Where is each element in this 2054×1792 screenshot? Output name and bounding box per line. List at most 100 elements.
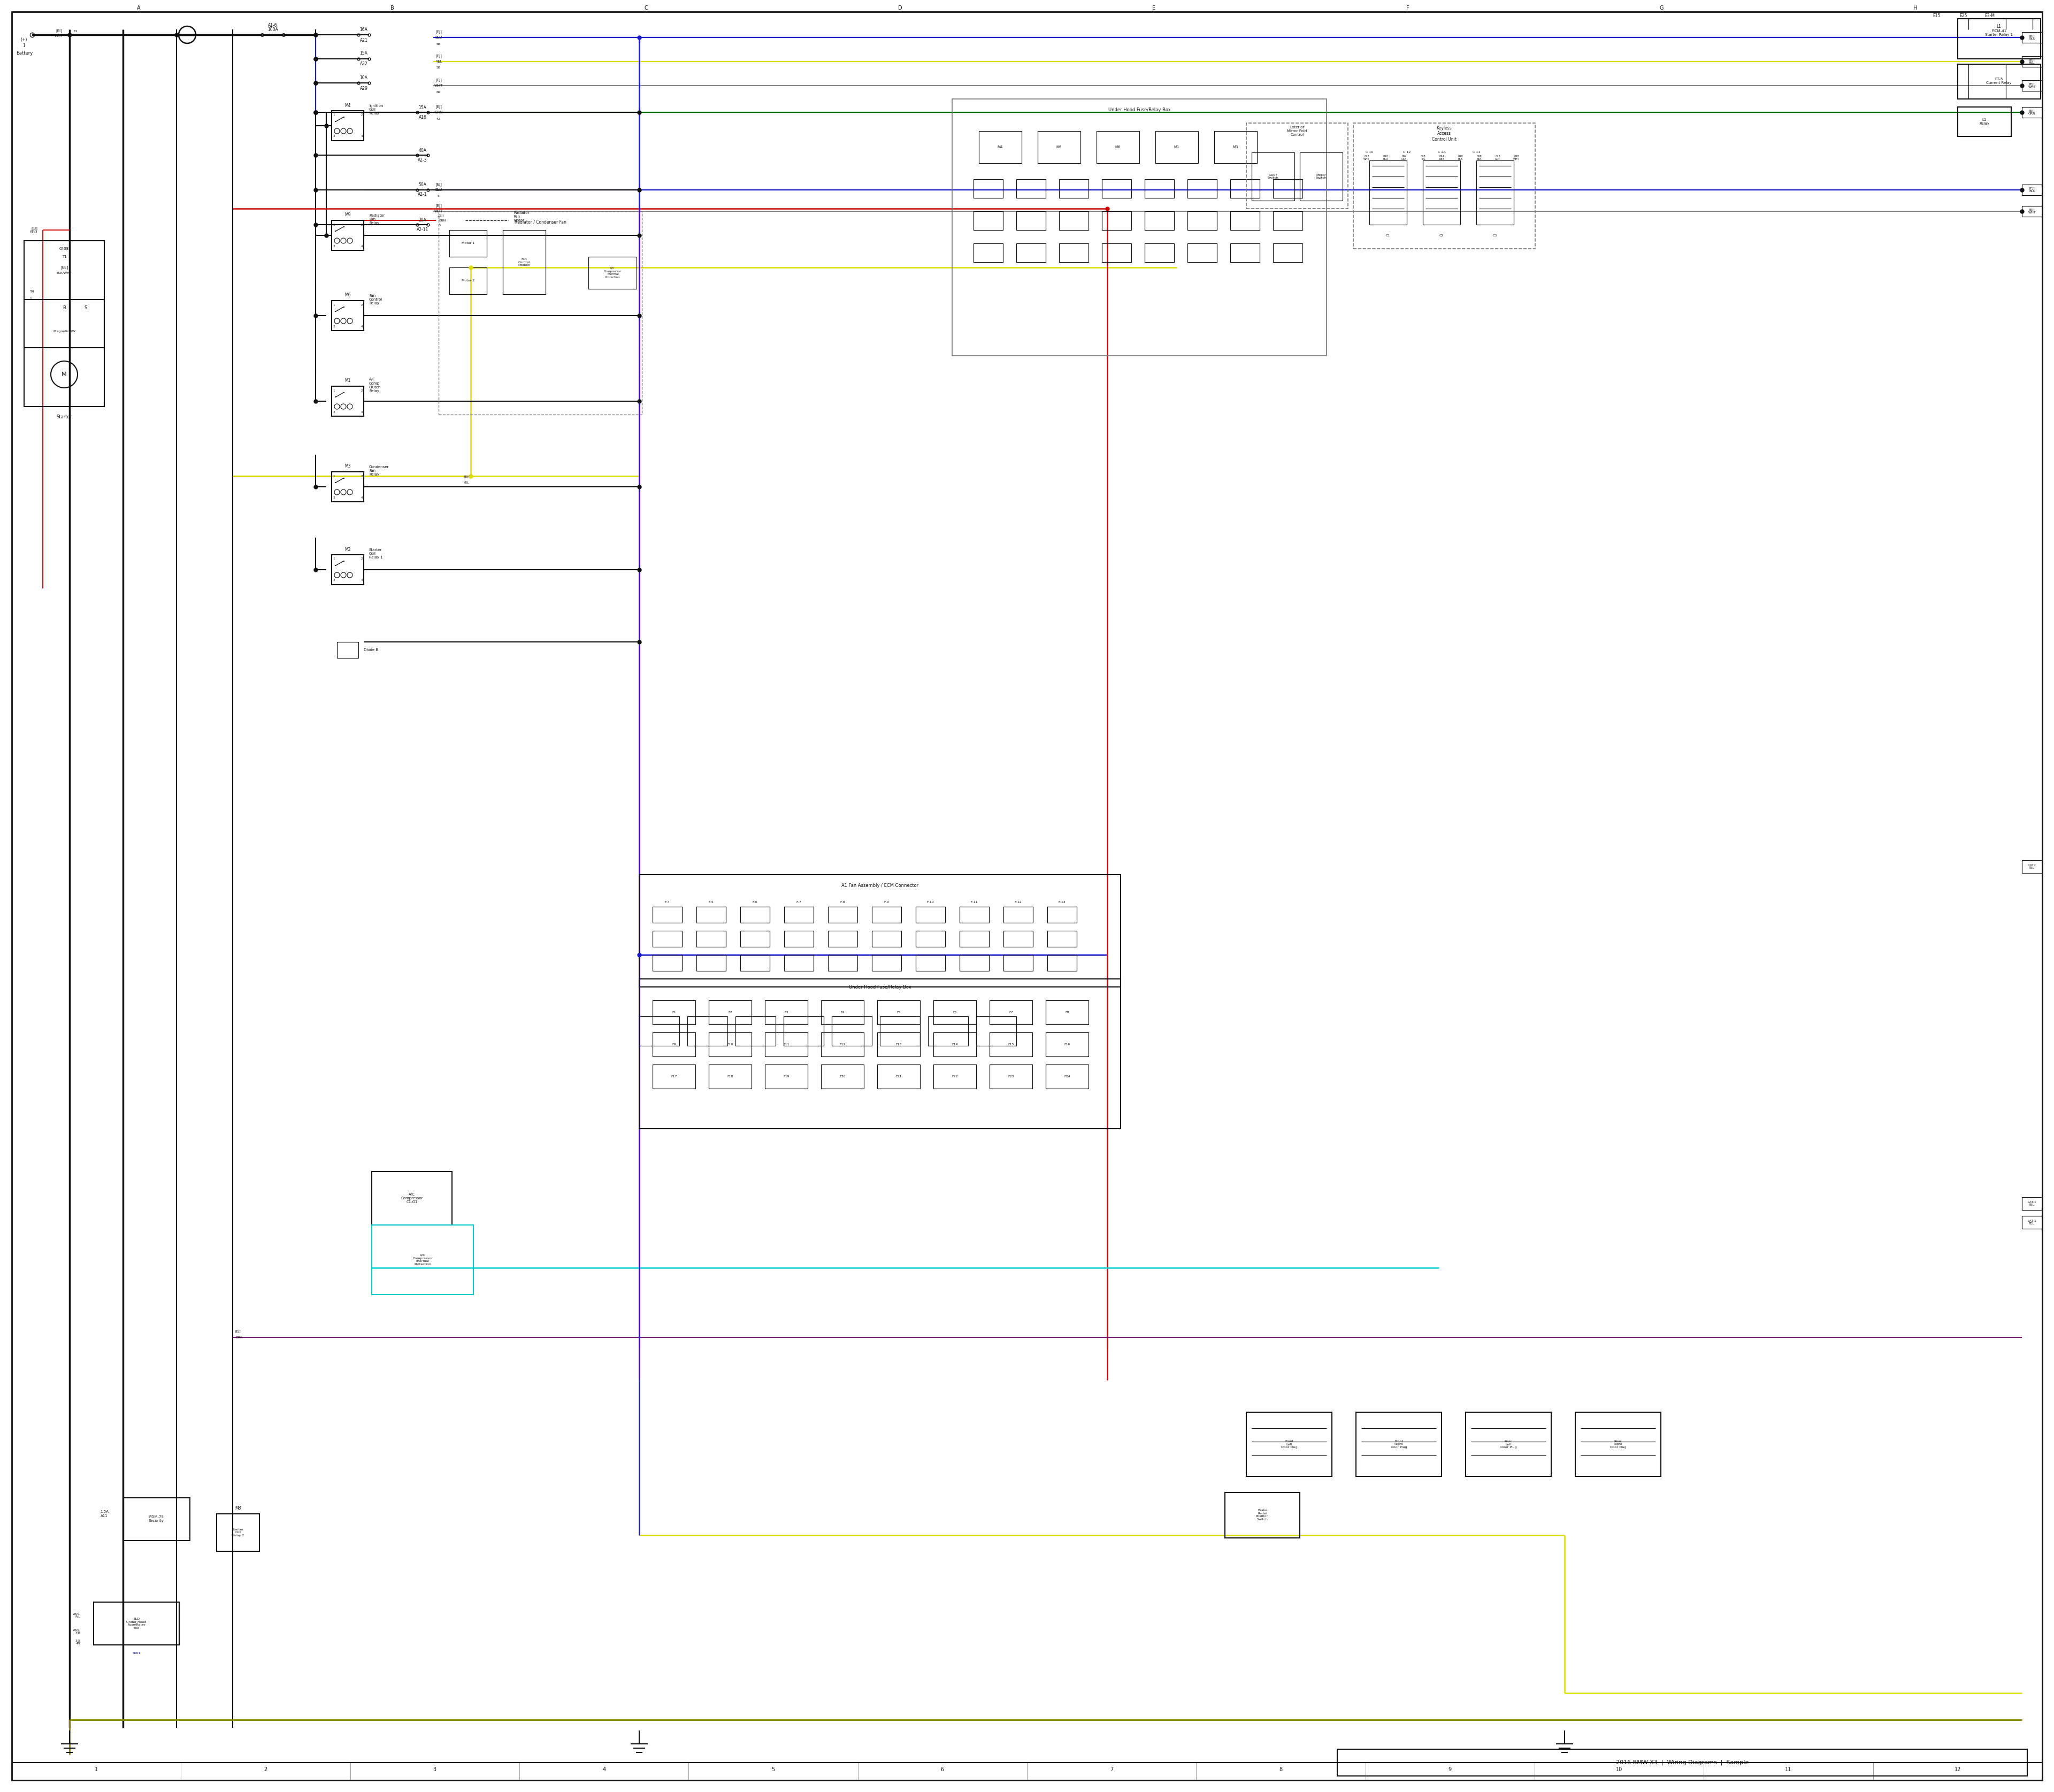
Text: S: S bbox=[84, 305, 86, 310]
Text: 5B: 5B bbox=[435, 43, 442, 45]
Bar bbox=[1187, 211, 1216, 229]
Text: Fan
Control
Module: Fan Control Module bbox=[518, 258, 530, 267]
Bar bbox=[1004, 907, 1033, 923]
Bar bbox=[653, 1032, 696, 1057]
Text: 2B/1
R-L: 2B/1 R-L bbox=[72, 1613, 80, 1618]
Bar bbox=[1144, 244, 1175, 262]
Bar bbox=[587, 256, 637, 289]
Text: GRN: GRN bbox=[435, 111, 444, 115]
Text: M1: M1 bbox=[345, 378, 351, 383]
Bar bbox=[696, 930, 725, 946]
Bar bbox=[1467, 1412, 1551, 1477]
Bar bbox=[1957, 65, 2040, 99]
Bar bbox=[953, 99, 1327, 357]
Bar bbox=[450, 267, 487, 294]
Text: BLU: BLU bbox=[435, 188, 442, 192]
Bar bbox=[372, 1226, 472, 1294]
Text: 10: 10 bbox=[1616, 1767, 1623, 1772]
Bar bbox=[639, 874, 1121, 987]
Text: Battery: Battery bbox=[16, 52, 33, 56]
Text: Radiator
Fan
Motor: Radiator Fan Motor bbox=[514, 211, 530, 222]
Text: [EJ]: [EJ] bbox=[464, 477, 470, 478]
Bar bbox=[990, 1032, 1033, 1057]
Text: 15A: 15A bbox=[359, 52, 368, 56]
Bar bbox=[785, 955, 813, 971]
Bar bbox=[764, 1032, 807, 1057]
Text: LAT-1
TEL: LAT-1 TEL bbox=[2027, 1201, 2038, 1206]
Text: F19: F19 bbox=[783, 1075, 789, 1077]
Bar bbox=[25, 299, 105, 407]
Text: [EJ]
YEL: [EJ] YEL bbox=[2029, 59, 2036, 65]
Text: M8: M8 bbox=[234, 1505, 240, 1511]
Bar bbox=[653, 930, 682, 946]
Text: F4: F4 bbox=[840, 1011, 844, 1014]
Bar bbox=[1048, 907, 1076, 923]
Text: F-10: F-10 bbox=[926, 901, 935, 903]
Text: F-7: F-7 bbox=[797, 901, 801, 903]
Text: GR07
Switch: GR07 Switch bbox=[1267, 174, 1278, 179]
Text: 0R8
BLK: 0R8 BLK bbox=[1477, 154, 1481, 161]
Bar bbox=[1060, 211, 1089, 229]
Text: F5: F5 bbox=[898, 1011, 900, 1014]
Bar bbox=[1154, 131, 1197, 163]
Text: 0R8
TEL: 0R8 TEL bbox=[1419, 154, 1425, 161]
Bar bbox=[216, 1514, 259, 1552]
Text: 9: 9 bbox=[1448, 1767, 1452, 1772]
Bar bbox=[1423, 161, 1460, 224]
Bar bbox=[1048, 955, 1076, 971]
Text: 1: 1 bbox=[23, 43, 25, 48]
Text: 11: 11 bbox=[1785, 1767, 1791, 1772]
Bar bbox=[1060, 179, 1089, 197]
Text: [EJ]: [EJ] bbox=[435, 183, 442, 186]
Text: [EJ]
WHT: [EJ] WHT bbox=[2027, 208, 2036, 215]
Text: [EJ]: [EJ] bbox=[435, 30, 442, 34]
Text: Starter: Starter bbox=[55, 414, 72, 419]
Text: LAT-1
TEL: LAT-1 TEL bbox=[2027, 1219, 2038, 1226]
Text: A/C
Comp
Clutch
Relay: A/C Comp Clutch Relay bbox=[370, 378, 382, 392]
Bar bbox=[2021, 860, 2042, 873]
Text: T1: T1 bbox=[62, 254, 66, 258]
Bar bbox=[25, 240, 105, 348]
Bar bbox=[1144, 179, 1175, 197]
Bar bbox=[764, 1064, 807, 1088]
Text: 12: 12 bbox=[1953, 1767, 1962, 1772]
Text: [EI]: [EI] bbox=[55, 29, 62, 32]
Bar bbox=[1230, 179, 1259, 197]
Text: A/C
Compressor
C1.G1: A/C Compressor C1.G1 bbox=[401, 1193, 423, 1204]
Text: A/C
Compressor
Thermal
Protection: A/C Compressor Thermal Protection bbox=[604, 267, 620, 280]
Bar bbox=[828, 907, 857, 923]
Bar bbox=[1097, 131, 1140, 163]
Text: BLU: BLU bbox=[435, 36, 442, 39]
Text: 0R4
REX: 0R4 REX bbox=[1440, 154, 1444, 161]
Bar bbox=[2021, 56, 2042, 66]
Text: M1: M1 bbox=[1175, 145, 1179, 149]
Bar bbox=[440, 211, 641, 414]
Bar bbox=[1230, 211, 1259, 229]
Bar bbox=[331, 111, 364, 142]
Bar bbox=[933, 1032, 976, 1057]
Text: [EJ]: [EJ] bbox=[435, 106, 442, 109]
Text: [EJ]: [EJ] bbox=[440, 215, 444, 217]
Bar bbox=[331, 556, 364, 584]
Text: F22: F22 bbox=[951, 1075, 957, 1077]
Text: 66: 66 bbox=[438, 91, 442, 93]
Bar bbox=[2021, 1197, 2042, 1210]
Text: F11: F11 bbox=[783, 1043, 789, 1045]
Text: WHT: WHT bbox=[433, 210, 444, 213]
Text: Condenser
Fan
Relay: Condenser Fan Relay bbox=[370, 466, 388, 477]
Text: WHT: WHT bbox=[433, 84, 444, 88]
Text: F-11: F-11 bbox=[969, 901, 978, 903]
Bar bbox=[653, 1064, 696, 1088]
Bar bbox=[653, 1000, 696, 1025]
Bar bbox=[1037, 131, 1080, 163]
Text: 1.5A
A11: 1.5A A11 bbox=[101, 1511, 109, 1518]
Bar bbox=[1354, 124, 1534, 249]
Text: 16A: 16A bbox=[359, 27, 368, 32]
Bar bbox=[739, 907, 770, 923]
Text: F7: F7 bbox=[1009, 1011, 1013, 1014]
Text: [EJ]
BLU: [EJ] BLU bbox=[2029, 34, 2036, 41]
Text: 1: 1 bbox=[94, 1767, 99, 1772]
Text: D: D bbox=[898, 5, 902, 11]
Bar bbox=[974, 244, 1002, 262]
Bar bbox=[1575, 1412, 1662, 1477]
